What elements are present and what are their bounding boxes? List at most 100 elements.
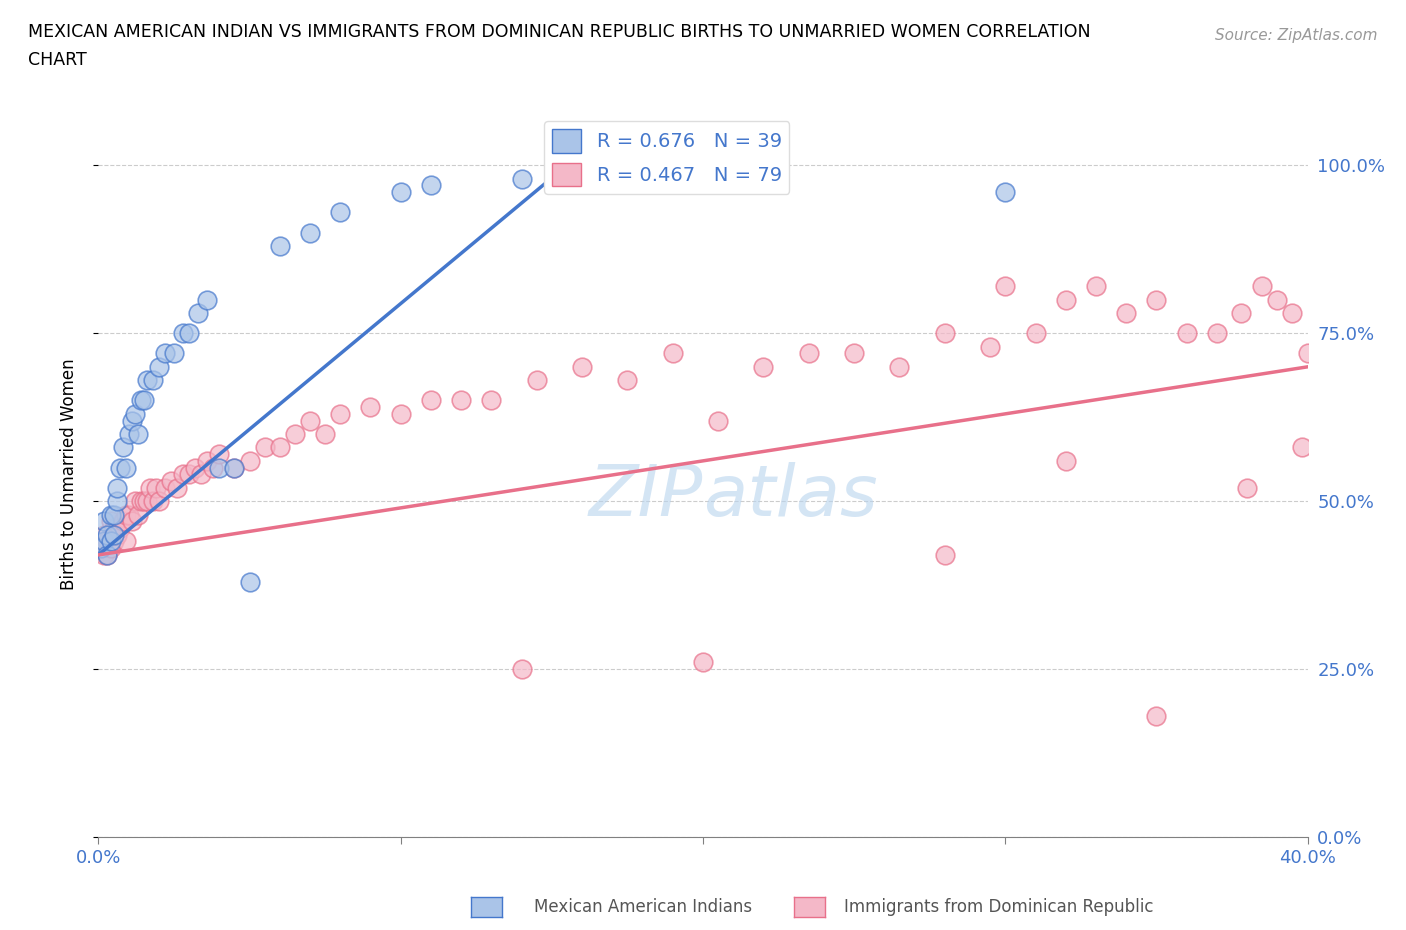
Point — [202, 460, 225, 475]
Point — [121, 413, 143, 428]
Point — [105, 494, 128, 509]
Point — [692, 655, 714, 670]
Point — [269, 440, 291, 455]
Point — [389, 185, 412, 200]
Point — [1054, 292, 1077, 307]
Point — [111, 514, 134, 529]
Point — [96, 548, 118, 563]
Point — [142, 373, 165, 388]
Point — [148, 359, 170, 374]
Point — [90, 540, 112, 555]
Point — [153, 480, 176, 495]
Point — [108, 460, 131, 475]
Point — [184, 460, 207, 475]
Point — [239, 575, 262, 590]
Point — [135, 373, 157, 388]
Point — [224, 460, 246, 475]
Point — [118, 507, 141, 522]
Point — [90, 540, 112, 555]
Point — [100, 534, 122, 549]
Text: MEXICAN AMERICAN INDIAN VS IMMIGRANTS FROM DOMINICAN REPUBLIC BIRTHS TO UNMARRIE: MEXICAN AMERICAN INDIAN VS IMMIGRANTS FR… — [28, 23, 1091, 41]
Point — [93, 514, 115, 529]
Point — [153, 346, 176, 361]
Point — [224, 460, 246, 475]
Text: Mexican American Indians: Mexican American Indians — [534, 897, 752, 916]
Text: Immigrants from Dominican Republic: Immigrants from Dominican Republic — [844, 897, 1153, 916]
Point — [139, 480, 162, 495]
Legend: R = 0.676   N = 39, R = 0.467   N = 79: R = 0.676 N = 39, R = 0.467 N = 79 — [544, 121, 789, 194]
Point — [179, 467, 201, 482]
Point — [360, 400, 382, 415]
Point — [93, 548, 115, 563]
Point — [1024, 326, 1046, 340]
Point — [163, 346, 186, 361]
Point — [994, 279, 1017, 294]
Point — [96, 548, 118, 563]
Point — [889, 359, 911, 374]
Point — [329, 205, 352, 219]
Point — [127, 507, 149, 522]
Point — [1085, 279, 1108, 294]
Point — [105, 527, 128, 542]
Point — [314, 427, 336, 442]
Point — [208, 446, 231, 461]
Point — [797, 346, 820, 361]
Point — [1251, 279, 1274, 294]
Point — [299, 413, 322, 428]
Text: Source: ZipAtlas.com: Source: ZipAtlas.com — [1215, 28, 1378, 43]
Point — [129, 393, 152, 408]
Point — [132, 494, 155, 509]
Point — [1236, 480, 1258, 495]
Point — [1206, 326, 1229, 340]
Point — [108, 521, 131, 536]
Point — [420, 178, 443, 193]
Point — [172, 467, 194, 482]
Point — [1115, 306, 1137, 321]
Point — [616, 373, 638, 388]
Point — [105, 480, 128, 495]
Point — [195, 454, 218, 469]
Point — [752, 359, 775, 374]
Point — [96, 527, 118, 542]
Point — [103, 527, 125, 542]
Point — [135, 494, 157, 509]
Point — [118, 427, 141, 442]
Point — [195, 292, 218, 307]
Point — [132, 393, 155, 408]
Point — [166, 480, 188, 495]
Point — [299, 225, 322, 240]
Point — [100, 507, 122, 522]
Point — [1291, 440, 1313, 455]
Point — [93, 534, 115, 549]
Point — [142, 494, 165, 509]
Point — [145, 480, 167, 495]
Point — [1175, 326, 1198, 340]
Point — [571, 359, 593, 374]
Point — [100, 540, 122, 555]
Point — [420, 393, 443, 408]
Point — [481, 393, 503, 408]
Point — [103, 534, 125, 549]
Text: ZIP: ZIP — [589, 461, 703, 530]
Text: CHART: CHART — [28, 51, 87, 69]
Point — [124, 406, 146, 421]
Point — [979, 339, 1001, 354]
Point — [510, 661, 533, 676]
Point — [1054, 454, 1077, 469]
Point — [100, 514, 122, 529]
Point — [1230, 306, 1253, 321]
Point — [208, 460, 231, 475]
Point — [934, 548, 956, 563]
Point — [510, 171, 533, 186]
Point — [179, 326, 201, 340]
Point — [160, 473, 183, 488]
Point — [994, 185, 1017, 200]
Point — [103, 521, 125, 536]
Point — [329, 406, 352, 421]
Point — [93, 527, 115, 542]
Point — [269, 238, 291, 253]
Point — [1144, 292, 1167, 307]
Point — [114, 460, 136, 475]
Text: atlas: atlas — [703, 461, 877, 530]
Point — [934, 326, 956, 340]
